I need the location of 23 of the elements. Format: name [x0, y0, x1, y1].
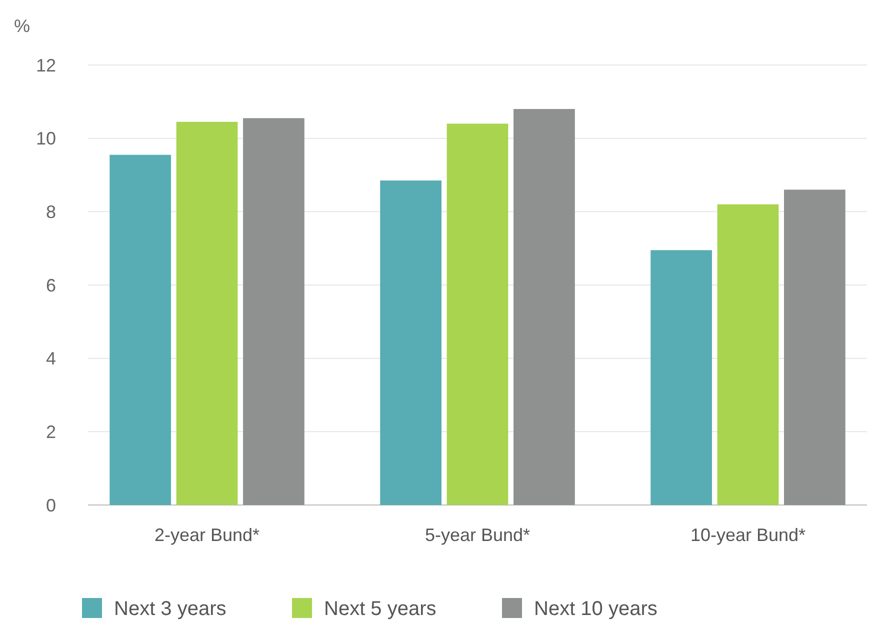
y-tick-label: 12: [36, 55, 56, 76]
y-tick-label: 6: [46, 275, 56, 296]
y-tick-label: 10: [36, 128, 56, 149]
legend-label: Next 5 years: [324, 598, 436, 620]
x-tick-label: 10-year Bund*: [690, 525, 806, 545]
bar: [380, 180, 442, 505]
y-tick-label: 8: [46, 202, 56, 222]
bar: [176, 122, 238, 505]
y-tick-label: 2: [46, 422, 56, 442]
legend-label: Next 3 years: [114, 598, 226, 620]
x-tick-label: 5-year Bund*: [424, 525, 530, 545]
y-axis-title: %: [14, 16, 30, 36]
bar: [784, 190, 846, 505]
x-tick-label: 2-year Bund*: [154, 525, 260, 545]
bar: [446, 124, 508, 505]
legend-label: Next 10 years: [534, 598, 658, 620]
bar: [514, 109, 575, 505]
bar: [243, 118, 304, 505]
bar: [650, 250, 712, 505]
bar: [717, 204, 779, 505]
y-tick-label: 4: [46, 348, 56, 369]
y-tick-label: 0: [46, 495, 56, 516]
bar: [110, 154, 171, 505]
